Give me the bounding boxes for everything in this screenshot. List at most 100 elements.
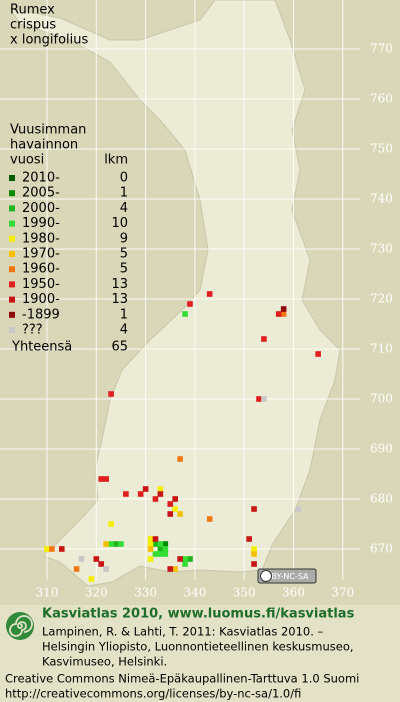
x-tick-label: 360 (282, 586, 305, 600)
legend-label: 1900- (22, 292, 60, 307)
occurrence-square (251, 551, 257, 557)
legend-label: 1960- (22, 262, 60, 277)
grid: 310 320 330 340 350 360 370 670 680 690 700 710 720 7… (0, 0, 393, 600)
occurrence-square (98, 476, 105, 482)
x-tick-label: 370 (331, 586, 354, 600)
legend-swatch (9, 281, 15, 288)
legend-swatch (9, 251, 15, 257)
occurrence-square (157, 546, 164, 552)
legend-swatch (9, 190, 15, 197)
y-tick-label: 700 (370, 392, 393, 406)
title-line: Rumex (10, 3, 55, 18)
occurrence-square (88, 576, 95, 582)
legend-heading: Vuusimman (10, 123, 86, 138)
legend-swatch (9, 327, 15, 333)
badge-box (257, 568, 317, 584)
occurrence-square (187, 556, 193, 562)
occurrence-square (275, 311, 282, 317)
occurrence-square (108, 521, 114, 527)
legend-count: 4 (120, 323, 128, 338)
legend-swatch (9, 175, 15, 181)
footer-brand: Kasviatlas 2010, www.luomus.fi/kasviatla… (42, 607, 355, 622)
occurrence-square (261, 396, 267, 402)
legend-count: 1 (120, 307, 128, 322)
legend-count: 10 (111, 216, 128, 231)
occurrence-square (103, 476, 109, 482)
occurrence-square (280, 306, 287, 312)
occurrence-square (172, 566, 178, 572)
license-line: Creative Commons Nimeä-Epäkaupallinen-Ta… (5, 672, 359, 686)
occurrence-square (147, 541, 154, 547)
occurrence-square (182, 556, 188, 562)
citation-line: Helsingin Yliopisto, Luonnontieteellinen… (42, 640, 354, 654)
legend-label: ??? (22, 323, 43, 338)
occurrence-square (206, 291, 213, 297)
legend-label: -1899 (22, 307, 60, 322)
cc-icon (260, 570, 272, 582)
occurrence-square (187, 301, 193, 307)
occurrence-square (182, 311, 188, 317)
logo (6, 612, 34, 640)
y-tick-label: 720 (370, 292, 393, 306)
occurrence-square (98, 561, 105, 567)
y-tick-label: 760 (370, 92, 393, 106)
legend-label: 1990- (22, 216, 60, 231)
occurrence-square (142, 486, 149, 492)
occurrence-square (246, 536, 252, 542)
legend-heading: vuosi (10, 153, 44, 168)
legend-swatch (9, 266, 15, 273)
occurrence-square (123, 491, 129, 497)
legend-label: 2005- (22, 186, 60, 201)
y-tick-label: 690 (370, 442, 393, 456)
occurrence-square (167, 501, 174, 507)
legend-label: 2010- (22, 171, 60, 186)
logo-spiral (9, 615, 33, 637)
legend-swatch (9, 235, 15, 242)
legend-swatch (9, 311, 15, 318)
footer-background (0, 605, 400, 702)
legend-count-heading: lkm (104, 153, 128, 168)
occurrence-square (295, 506, 302, 512)
occurrence-square (162, 551, 169, 557)
legend-count: 9 (120, 231, 128, 246)
legend: Vuusimman havainnon vuosi lkm 2010- 0 2005… (9, 123, 128, 355)
x-tick-label: 350 (233, 586, 256, 600)
occurrence-square (162, 546, 169, 552)
occurrence-square (147, 556, 154, 562)
legend-label: 1970- (22, 247, 60, 262)
y-tick-label: 680 (370, 492, 393, 506)
occurrence-square (113, 541, 119, 547)
occurrence-square (157, 541, 164, 547)
license-badge: BY-NC-SA (257, 568, 317, 584)
occurrence-square (137, 491, 144, 497)
occurrence-square (251, 506, 257, 512)
occurrence-square (167, 566, 174, 572)
occurrence-square (147, 536, 154, 542)
occurrence-square (172, 506, 178, 512)
title-line: crispus (10, 18, 56, 33)
occurrence-square (78, 556, 85, 562)
occurrence-square (44, 546, 50, 552)
occurrence-square (182, 561, 188, 567)
occurrence-square (315, 351, 321, 357)
y-tick-label: 740 (370, 192, 393, 206)
occurrence-square (152, 541, 159, 547)
occurrence-square (251, 561, 257, 567)
legend-count: 5 (120, 247, 128, 262)
legend-count: 0 (120, 171, 128, 186)
x-tick-label: 330 (134, 586, 157, 600)
occurrence-square (280, 311, 287, 317)
legend-label: 2000- (22, 201, 60, 216)
occurrence-square (157, 551, 164, 557)
legend-swatch (9, 205, 15, 212)
occurrence-square (93, 556, 100, 562)
legend-swatch (9, 296, 15, 303)
y-tick-label: 770 (370, 42, 393, 56)
squares (44, 291, 321, 582)
citation-line: Lampinen, R. & Lahti, T. 2011: Kasviatla… (42, 625, 324, 639)
occurrence-square (152, 536, 159, 542)
occurrence-square (256, 396, 262, 402)
occurrence-square (58, 546, 65, 552)
occurrence-square (152, 496, 159, 502)
